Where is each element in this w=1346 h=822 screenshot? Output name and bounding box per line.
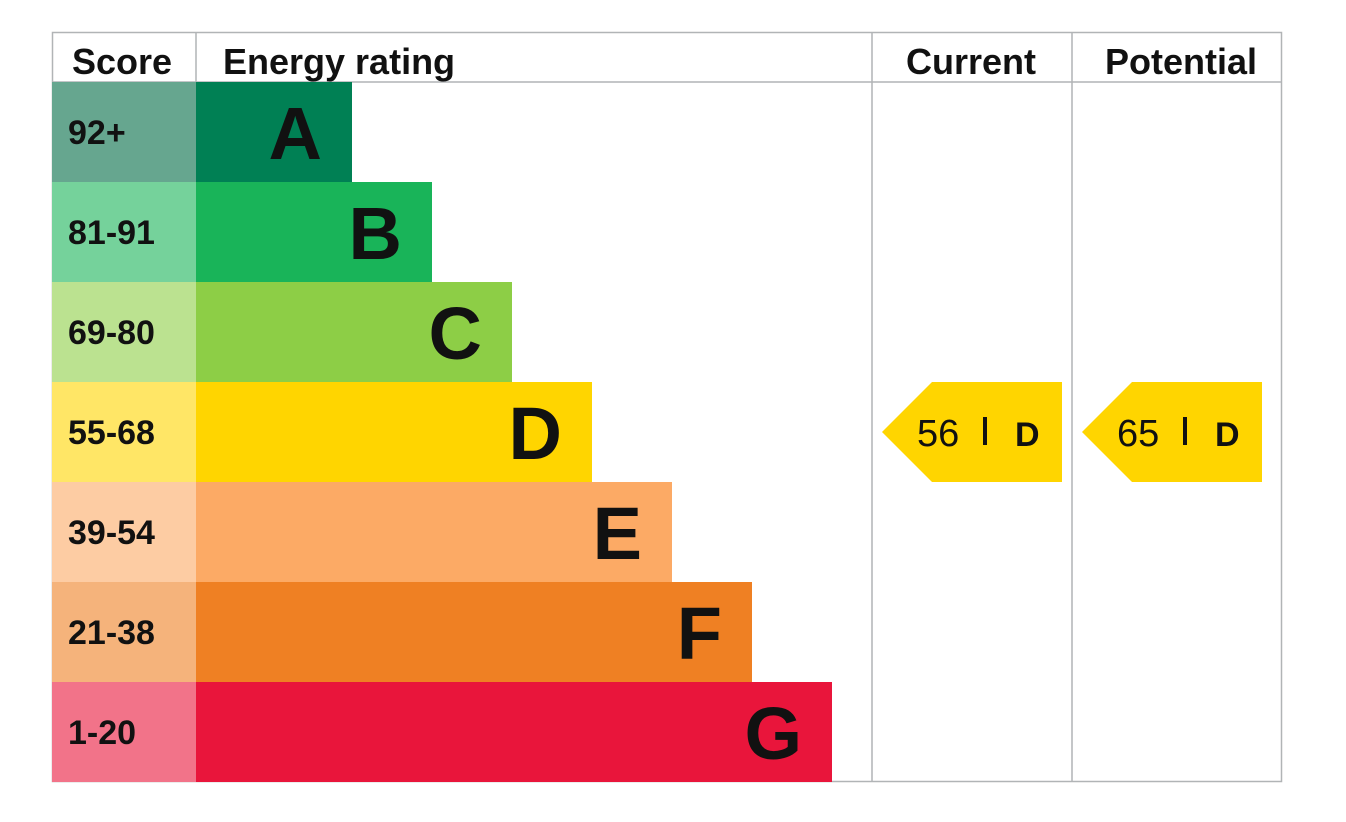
score-range-label: 92+ [68, 114, 126, 152]
band-g: 1-20 G [52, 682, 832, 782]
current-rating-indicator: 56 D [882, 382, 1062, 482]
rating-bands: 92+ A 81-91 B 69-80 C 55-68 D 39-54 E 21-38 F 1-20 G [52, 82, 832, 782]
current-rating-letter: D [1015, 416, 1040, 454]
rating-bar [196, 582, 752, 682]
score-cell [52, 282, 196, 382]
band-e: 39-54 E [52, 482, 672, 582]
potential-rating-indicator: 65 D [1082, 382, 1262, 482]
current-arrow [882, 382, 1062, 482]
score-range-label: 81-91 [68, 214, 155, 252]
rating-bar [196, 282, 512, 382]
rating-letter: C [429, 292, 482, 375]
rating-letter: G [744, 692, 802, 775]
rating-bar [196, 182, 432, 282]
band-c: 69-80 C [52, 282, 512, 382]
rating-letter: F [677, 592, 722, 675]
rating-letter: B [349, 192, 402, 275]
score-cell [52, 382, 196, 482]
potential-rating-letter: D [1215, 416, 1240, 454]
current-score-value: 56 [917, 413, 959, 455]
band-a: 92+ A [52, 82, 352, 182]
score-range-label: 1-20 [68, 714, 136, 752]
score-range-label: 55-68 [68, 414, 155, 452]
potential-score-value: 65 [1117, 413, 1159, 455]
current-header: Current [906, 41, 1036, 82]
band-f: 21-38 F [52, 582, 752, 682]
score-range-label: 39-54 [68, 514, 155, 552]
band-d: 55-68 D [52, 382, 592, 482]
rating-bar [196, 82, 352, 182]
rating-letter: E [593, 492, 642, 575]
score-cell [52, 582, 196, 682]
rating-bar [196, 482, 672, 582]
score-range-label: 69-80 [68, 314, 155, 352]
table-headers: Score Energy rating Current Potential [72, 41, 1257, 82]
score-header: Score [72, 41, 172, 82]
rating-bar [196, 682, 832, 782]
current-separator [983, 417, 987, 445]
potential-header: Potential [1105, 41, 1257, 82]
rating-indicators: 56 D 65 D [882, 382, 1262, 482]
score-cell [52, 682, 196, 782]
band-b: 81-91 B [52, 182, 432, 282]
score-range-label: 21-38 [68, 614, 155, 652]
score-cell [52, 482, 196, 582]
potential-separator [1183, 417, 1187, 445]
potential-arrow [1082, 382, 1262, 482]
score-cell [52, 182, 196, 282]
rating-letter: D [509, 392, 562, 475]
rating-bar [196, 382, 592, 482]
score-cell [52, 82, 196, 182]
energy-rating-header: Energy rating [223, 41, 455, 82]
rating-letter: A [269, 92, 322, 175]
